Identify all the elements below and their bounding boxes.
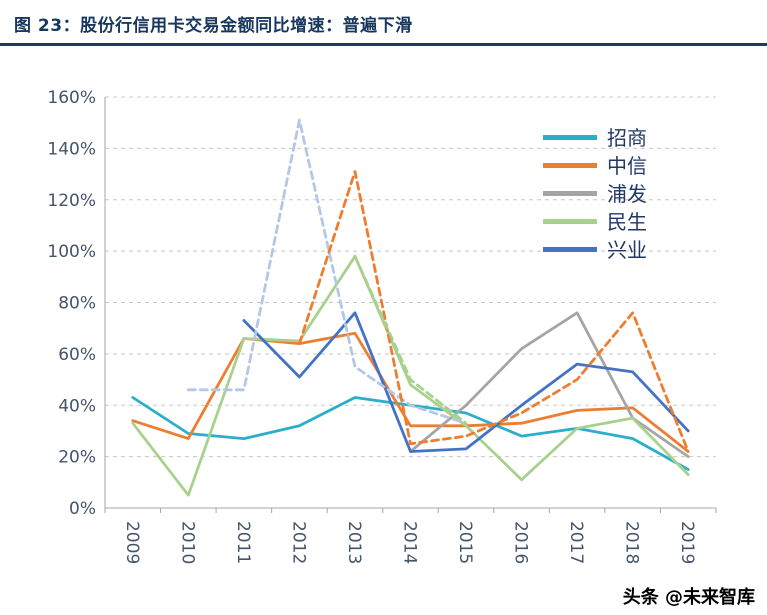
x-axis-tick-label: 2017: [566, 521, 586, 564]
legend-label: 兴业: [607, 237, 647, 262]
legend-label: 中信: [607, 153, 647, 178]
y-axis-tick-label: 140%: [47, 139, 96, 159]
legend-swatch: [543, 135, 597, 140]
chart-legend: 招商中信浦发民生兴业: [543, 126, 647, 261]
x-axis-tick-label: 2011: [233, 521, 253, 564]
x-axis-tick-label: 2018: [622, 521, 642, 564]
x-axis-tick-label: 2016: [511, 521, 531, 564]
legend-item: 兴业: [543, 238, 647, 261]
y-axis-tick-label: 160%: [47, 88, 96, 108]
legend-item: 中信: [543, 154, 647, 177]
x-axis-tick-label: 2010: [177, 521, 197, 564]
x-axis-tick-label: 2015: [455, 521, 475, 564]
series-line-民生-虚线: [353, 254, 468, 425]
y-axis-tick-label: 80%: [58, 294, 96, 314]
legend-label: 民生: [607, 209, 647, 234]
series-line-招商-虚线: [186, 118, 468, 425]
y-axis-tick-label: 0%: [69, 499, 96, 519]
legend-label: 浦发: [607, 181, 647, 206]
legend-item: 浦发: [543, 182, 647, 205]
legend-swatch: [543, 219, 597, 224]
y-axis-tick-label: 40%: [58, 396, 96, 416]
legend-label: 招商: [607, 125, 647, 150]
legend-swatch: [543, 247, 597, 252]
y-axis-tick-label: 20%: [58, 448, 96, 468]
chart-title: 图 23：股份行信用卡交易金额同比增速：普遍下滑: [14, 16, 413, 36]
legend-item: 民生: [543, 210, 647, 233]
x-axis-tick-label: 2013: [344, 521, 364, 564]
y-axis-tick-label: 120%: [47, 191, 96, 211]
x-axis-tick-label: 2019: [677, 521, 697, 564]
title-divider: [0, 43, 767, 46]
series-line-浦发: [409, 311, 690, 458]
series-line-民生: [131, 254, 690, 497]
legend-item: 招商: [543, 126, 647, 149]
y-axis-tick-label: 100%: [47, 242, 96, 262]
series-line-中信-虚线: [298, 170, 690, 453]
x-axis-tick-label: 2009: [122, 521, 142, 564]
y-axis-tick-label: 60%: [58, 345, 96, 365]
x-axis-tick-label: 2014: [400, 521, 420, 564]
legend-swatch: [543, 191, 597, 196]
watermark-text: 头条 @未来智库: [622, 587, 755, 608]
x-axis-tick-label: 2012: [288, 521, 308, 564]
series-line-中信: [131, 331, 690, 453]
series-line-兴业: [242, 311, 690, 453]
legend-swatch: [543, 163, 597, 168]
